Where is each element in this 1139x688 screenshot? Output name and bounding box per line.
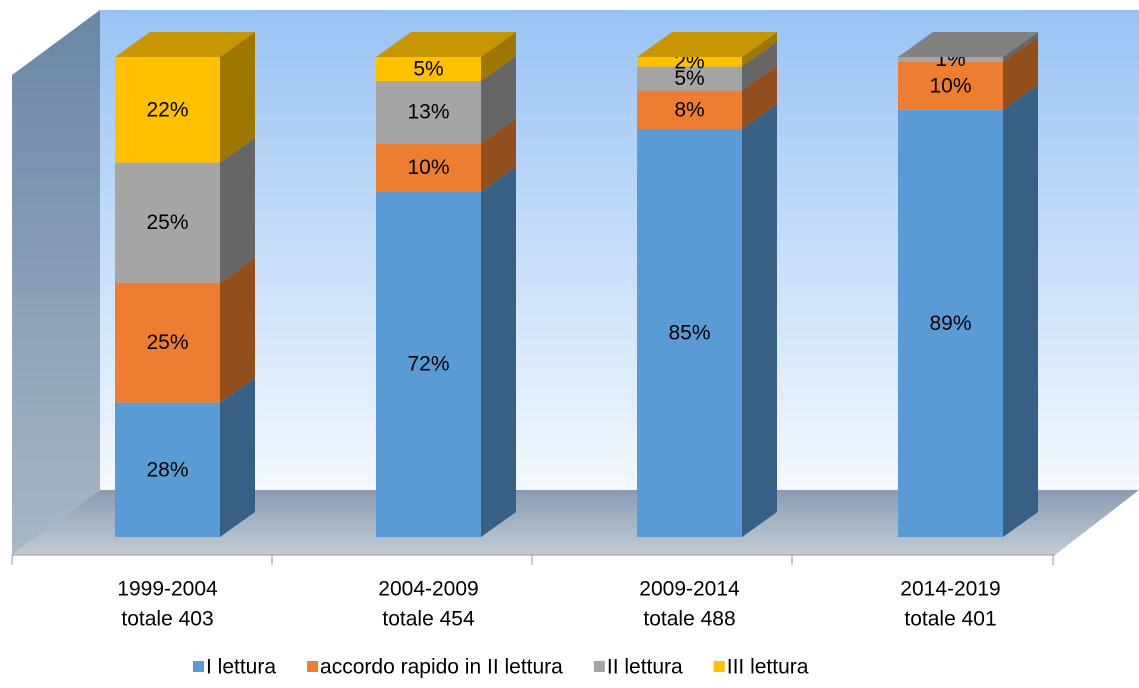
bar-segment xyxy=(115,57,220,163)
value-label: 22% xyxy=(146,98,188,121)
bar-side xyxy=(220,32,255,163)
bar-segment xyxy=(376,81,481,144)
legend-label: accordo rapido in II lettura xyxy=(320,656,563,679)
bar-side xyxy=(220,377,255,537)
value-label: 5% xyxy=(413,58,443,81)
bar-segment xyxy=(637,57,742,67)
bar-segment xyxy=(898,109,1003,538)
x-tick-label: totale 488 xyxy=(643,608,735,631)
bar-side xyxy=(742,65,777,129)
value-label: 25% xyxy=(146,211,188,234)
value-label: 28% xyxy=(146,458,188,481)
bar-segment xyxy=(376,143,481,192)
legend-label: II lettura xyxy=(607,656,683,679)
value-label: 72% xyxy=(407,353,449,376)
x-tick-label: totale 403 xyxy=(121,608,213,631)
bar-side xyxy=(742,41,777,91)
bar-side xyxy=(220,137,255,283)
x-tick-label: 2004-2009 xyxy=(378,578,478,601)
bar-side xyxy=(220,257,255,403)
value-label: 13% xyxy=(407,101,449,124)
bar-side xyxy=(1003,36,1038,110)
value-label: 10% xyxy=(929,74,971,97)
value-label: 85% xyxy=(668,322,710,345)
bar-top xyxy=(637,32,777,57)
bar-side xyxy=(1003,32,1038,62)
value-label: 89% xyxy=(929,312,971,335)
bar-top xyxy=(115,32,255,57)
value-label: 25% xyxy=(146,331,188,354)
value-label: 10% xyxy=(407,156,449,179)
legend-label: I lettura xyxy=(206,656,276,679)
x-ticks xyxy=(11,555,1054,565)
x-tick-label: totale 401 xyxy=(904,608,996,631)
legend-swatch xyxy=(193,661,204,672)
legend-label: III lettura xyxy=(727,656,809,679)
bar-segment xyxy=(637,129,742,537)
legend-swatch xyxy=(713,661,725,672)
floor xyxy=(12,490,1139,555)
legend-swatch xyxy=(307,661,319,672)
x-tick-label: 2009-2014 xyxy=(639,578,740,601)
bar-side xyxy=(481,56,516,144)
bar-segment xyxy=(376,191,481,537)
bar-side xyxy=(1003,84,1038,538)
back-wall xyxy=(100,10,1139,490)
bar-segment xyxy=(637,90,742,129)
x-tick-label: totale 454 xyxy=(382,608,475,631)
bar-segment xyxy=(898,61,1003,110)
legend-swatch xyxy=(593,661,605,672)
value-label: 5% xyxy=(674,67,704,90)
bar-side xyxy=(481,118,516,192)
bar-segment xyxy=(115,282,220,403)
x-tick-label: 2014-2019 xyxy=(900,578,1000,601)
bar-side xyxy=(481,32,516,81)
bar-side xyxy=(481,166,516,537)
x-tick-label: 1999-2004 xyxy=(117,578,218,601)
bar-side xyxy=(742,104,777,537)
bar-segment xyxy=(376,57,481,81)
bar-side xyxy=(742,32,777,67)
bar-top xyxy=(376,32,516,57)
bar-segment xyxy=(115,162,220,283)
bar-segment xyxy=(898,57,1003,62)
side-wall xyxy=(12,10,100,555)
value-label: 8% xyxy=(674,98,704,121)
bar-top xyxy=(898,32,1038,57)
bar-segment xyxy=(637,66,742,91)
bar-segment xyxy=(115,402,220,537)
